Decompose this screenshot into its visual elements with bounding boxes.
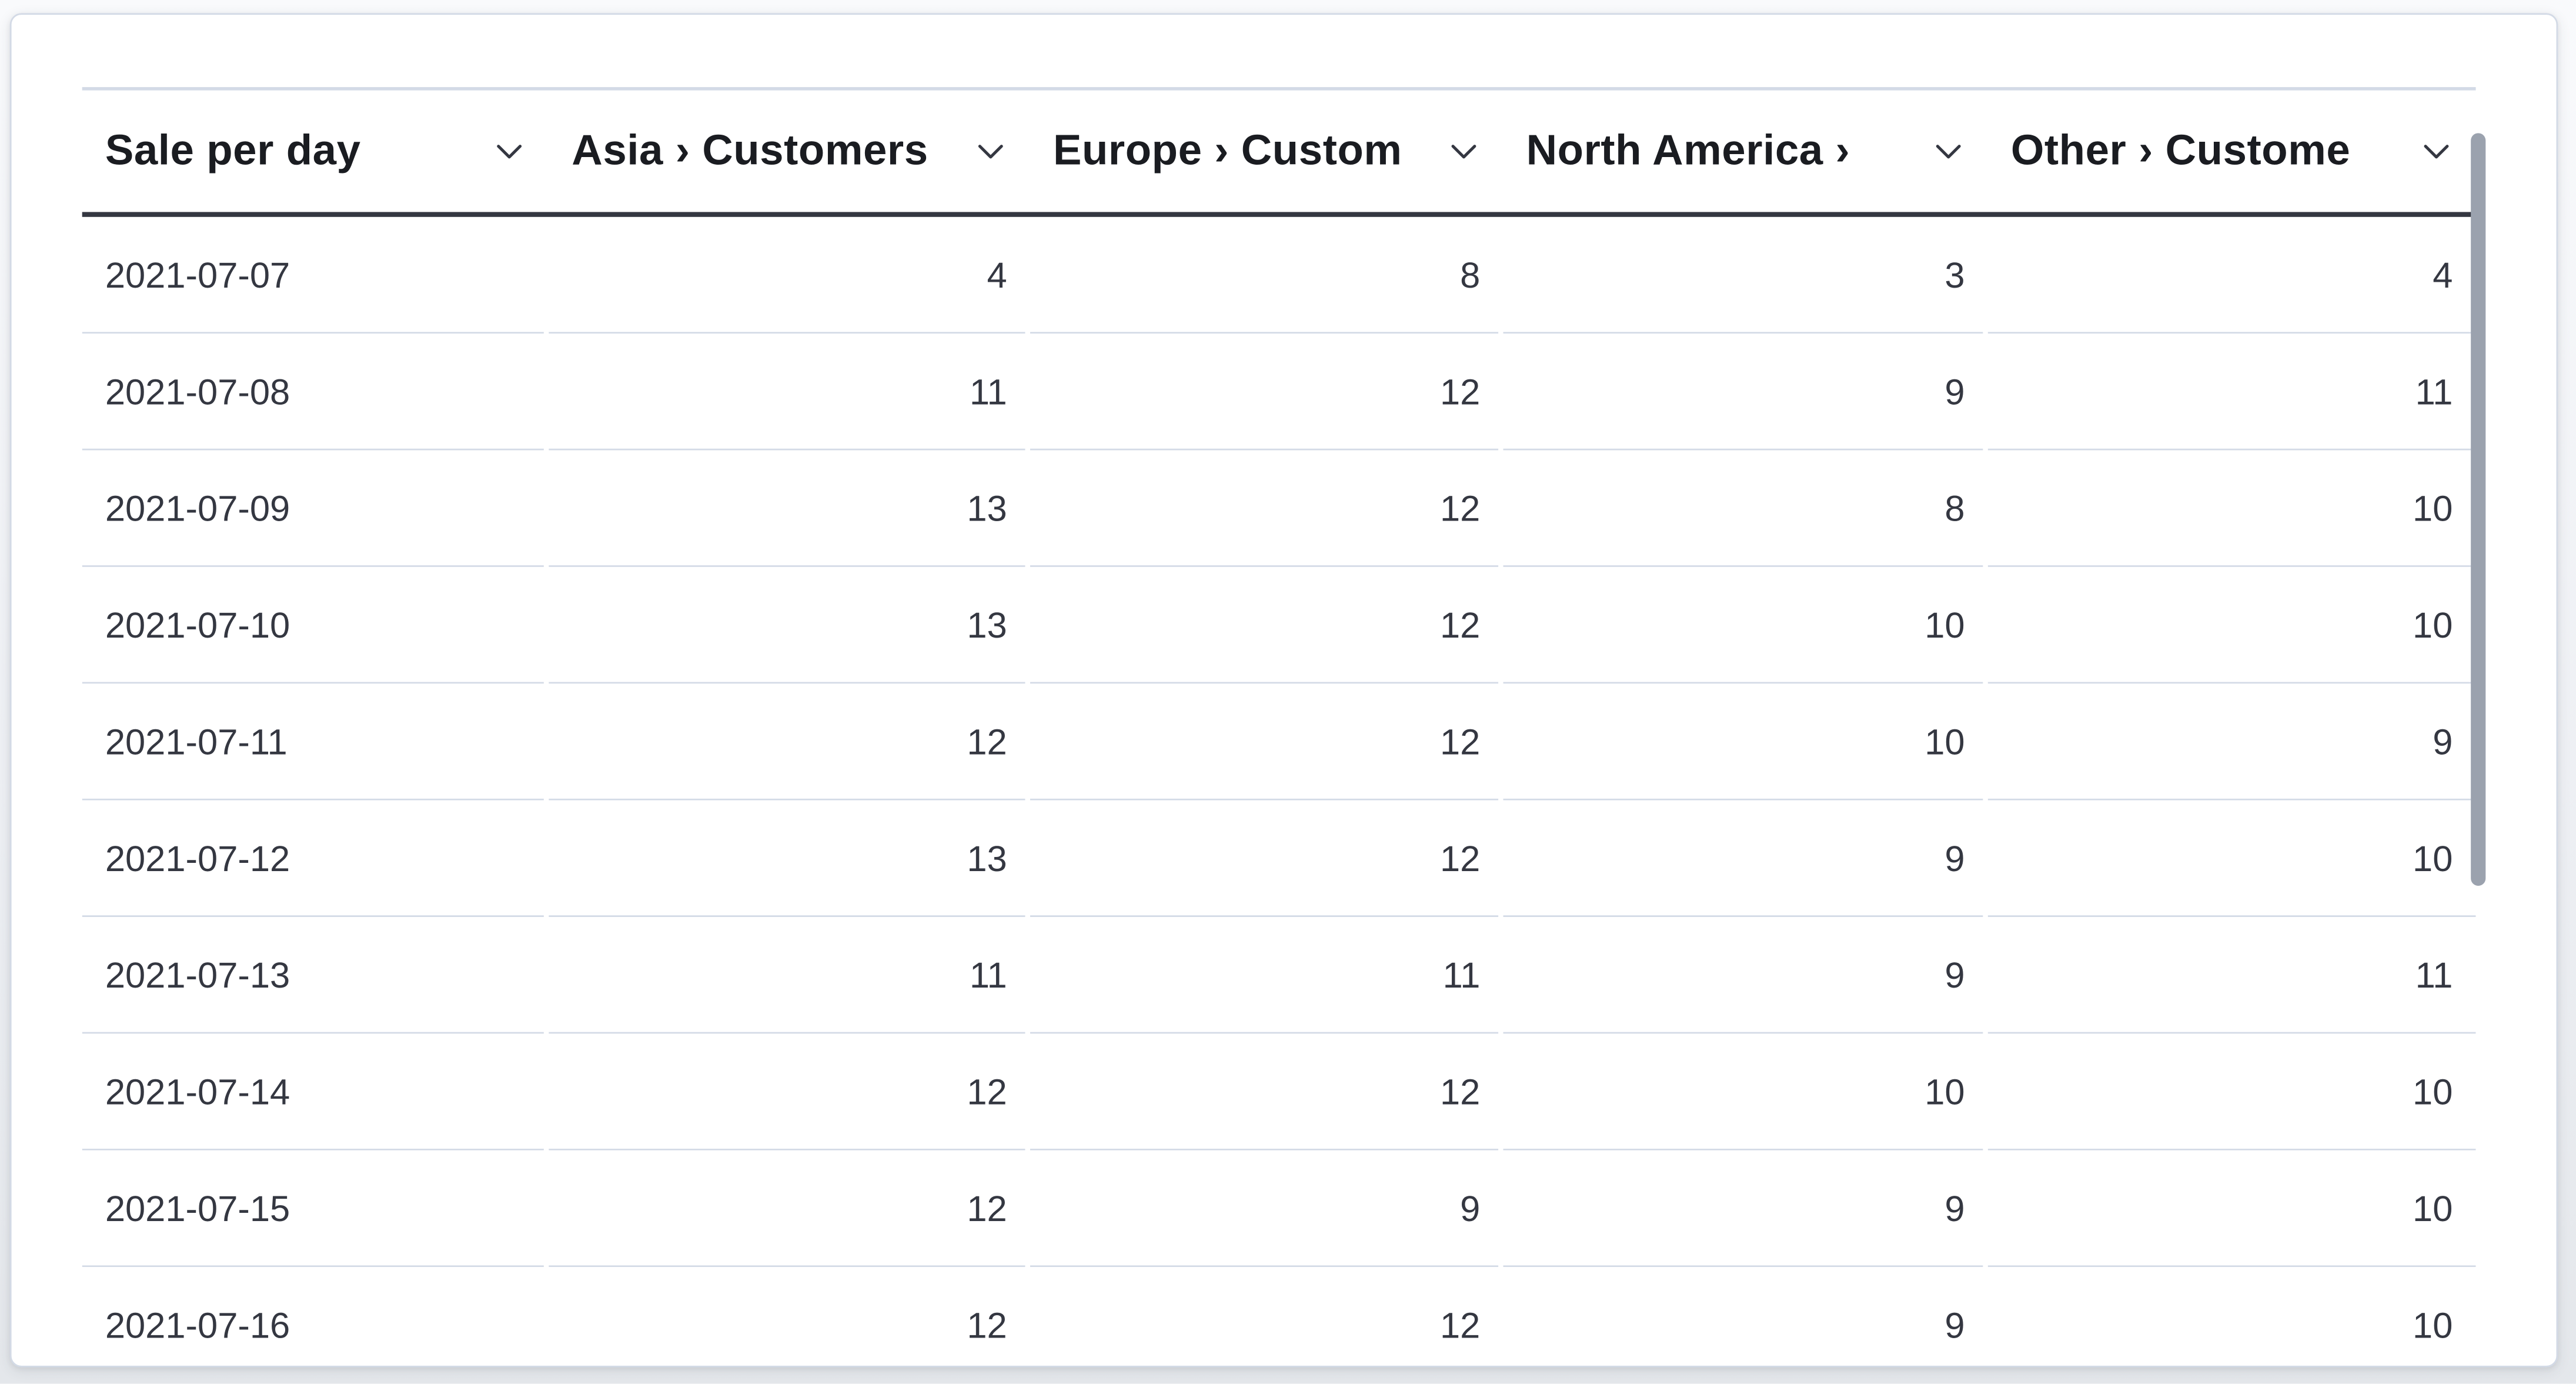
row-value-cell: 12 [1030, 1033, 1503, 1150]
row-date-cell: 2021-07-16 [82, 1267, 549, 1366]
row-date-cell: 2021-07-12 [82, 801, 549, 918]
row-value-cell: 3 [1503, 217, 1988, 334]
row-value-cell: 10 [1503, 683, 1988, 801]
row-value-cell: 11 [1030, 917, 1503, 1034]
column-header-label: Other › Custome [2010, 125, 2351, 175]
row-value-cell: 11 [549, 334, 1030, 451]
column-header-label: North America › [1526, 125, 1850, 175]
row-value-cell: 9 [1503, 1267, 1988, 1366]
row-date-cell: 2021-07-09 [82, 451, 549, 567]
row-value-cell: 9 [1987, 683, 2476, 801]
row-value-cell: 9 [1503, 801, 1988, 918]
row-value-cell: 12 [1030, 1267, 1503, 1366]
chevron-down-icon [978, 144, 1003, 158]
row-value-cell: 10 [1987, 801, 2476, 918]
chevron-down-icon [497, 144, 522, 158]
row-value-cell: 9 [1030, 1150, 1503, 1268]
row-value-cell: 4 [1987, 217, 2476, 334]
row-value-cell: 12 [1030, 801, 1503, 918]
row-value-cell: 8 [1503, 451, 1988, 567]
table-panel: Sale per day Asia › Customers Europe › Cus… [9, 13, 2558, 1368]
row-value-cell: 11 [1987, 917, 2476, 1034]
row-value-cell: 12 [549, 1033, 1030, 1150]
column-header-other[interactable]: Other › Custome [1988, 89, 2476, 212]
table-row: 2021-07-07 4 8 3 4 [82, 217, 2476, 334]
row-value-cell: 10 [1988, 1267, 2476, 1366]
row-value-cell: 9 [1503, 334, 1988, 451]
table-row: 2021-07-14 12 12 10 10 [82, 1033, 2476, 1150]
column-header-asia[interactable]: Asia › Customers [549, 89, 1030, 212]
table-row: 2021-07-10 13 12 10 10 [82, 567, 2476, 684]
row-value-cell: 11 [549, 917, 1030, 1034]
column-header-north-america[interactable]: North America › [1503, 89, 1988, 212]
row-value-cell: 12 [549, 1267, 1030, 1366]
row-value-cell: 12 [1030, 451, 1503, 567]
table-row: 2021-07-13 11 11 9 11 [82, 917, 2476, 1034]
table-row: 2021-07-15 12 9 9 10 [82, 1150, 2476, 1268]
column-header-label: Asia › Customers [572, 125, 928, 175]
table-row: 2021-07-11 12 12 10 9 [82, 683, 2476, 801]
row-date-cell: 2021-07-07 [82, 217, 549, 334]
row-date-cell: 2021-07-15 [82, 1150, 549, 1268]
table-header-row: Sale per day Asia › Customers Europe › Cus… [82, 89, 2476, 217]
column-header-label: Sale per day [105, 125, 361, 175]
row-value-cell: 13 [549, 567, 1030, 684]
row-value-cell: 13 [549, 451, 1030, 567]
column-header-label: Europe › Custom [1053, 125, 1402, 175]
row-value-cell: 10 [1987, 451, 2476, 567]
row-value-cell: 9 [1503, 917, 1988, 1034]
row-value-cell: 10 [1503, 567, 1988, 684]
row-date-cell: 2021-07-08 [82, 334, 549, 451]
row-date-cell: 2021-07-14 [82, 1033, 549, 1150]
row-date-cell: 2021-07-10 [82, 567, 549, 684]
row-value-cell: 12 [1030, 683, 1503, 801]
row-value-cell: 8 [1030, 217, 1503, 334]
column-header-sale-per-day[interactable]: Sale per day [82, 89, 549, 212]
row-value-cell: 12 [549, 683, 1030, 801]
chevron-down-icon [1936, 144, 1961, 158]
table-top-rule [82, 87, 2476, 90]
row-value-cell: 12 [1030, 334, 1503, 451]
row-date-cell: 2021-07-13 [82, 917, 549, 1034]
table-body: 2021-07-07 4 8 3 4 2021-07-08 11 12 9 11 2021-07-0… [82, 217, 2476, 1366]
row-value-cell: 12 [1030, 567, 1503, 684]
vertical-scrollbar-thumb[interactable] [2471, 133, 2486, 886]
row-value-cell: 10 [1987, 567, 2476, 684]
row-value-cell: 10 [1503, 1033, 1988, 1150]
table-row: 2021-07-09 13 12 8 10 [82, 451, 2476, 567]
row-date-cell: 2021-07-11 [82, 683, 549, 801]
row-value-cell: 9 [1503, 1150, 1988, 1268]
chevron-down-icon [2424, 144, 2449, 158]
row-value-cell: 10 [1987, 1150, 2476, 1268]
table-row: 2021-07-12 13 12 9 10 [82, 801, 2476, 918]
row-value-cell: 10 [1987, 1033, 2476, 1150]
row-value-cell: 12 [549, 1150, 1030, 1268]
table-row: 2021-07-16 12 12 9 10 [82, 1267, 2476, 1366]
row-value-cell: 4 [549, 217, 1030, 334]
column-header-europe[interactable]: Europe › Custom [1030, 89, 1503, 212]
chevron-down-icon [1451, 144, 1476, 158]
row-value-cell: 11 [1987, 334, 2476, 451]
row-value-cell: 13 [549, 801, 1030, 918]
table-row: 2021-07-08 11 12 9 11 [82, 334, 2476, 451]
